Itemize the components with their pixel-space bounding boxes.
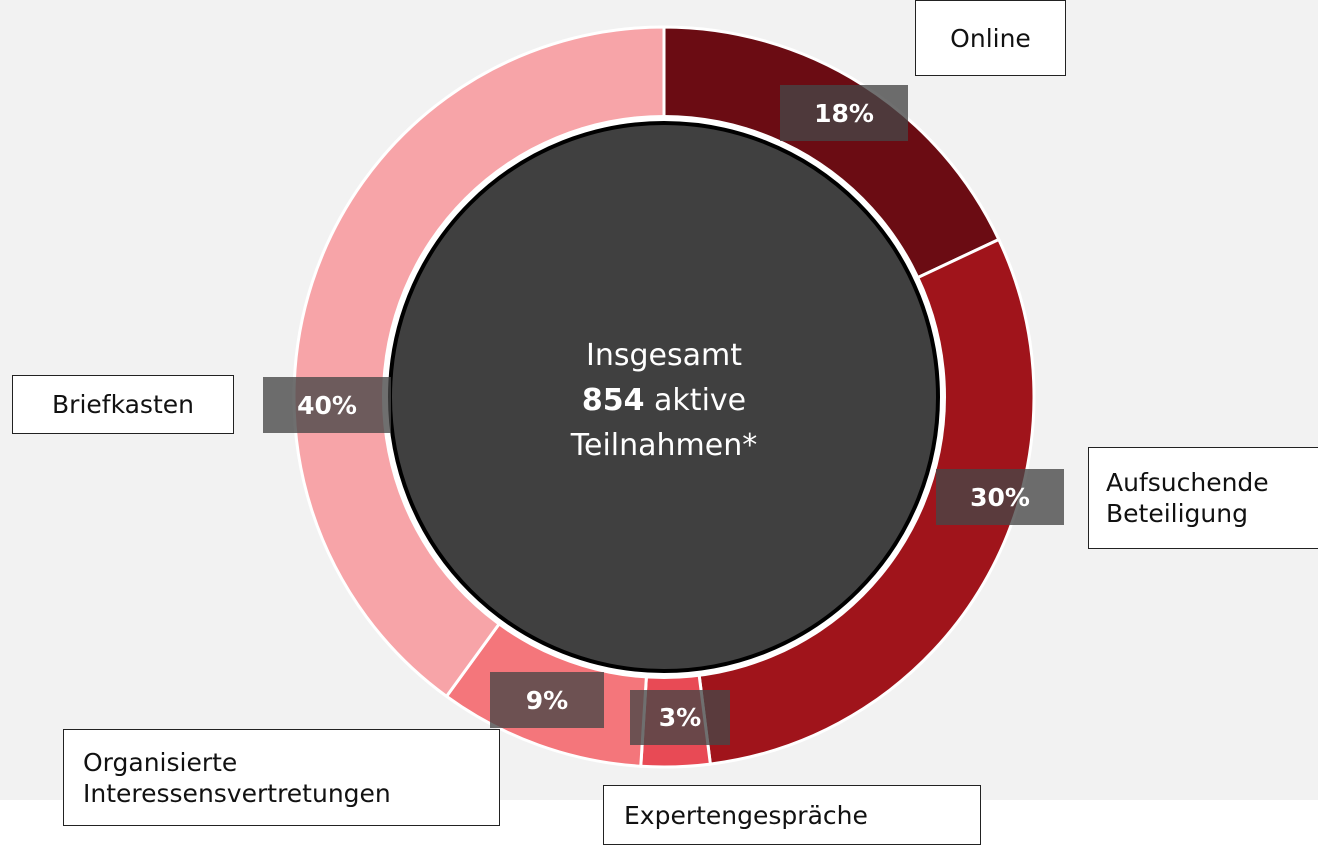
- value-label: 30%: [936, 469, 1064, 525]
- center-line2: 854 aktive: [582, 383, 746, 418]
- center-line3: Teilnahmen*: [570, 428, 757, 463]
- category-label: Online: [915, 0, 1066, 76]
- center-line1: Insgesamt: [586, 338, 742, 373]
- value-label: 18%: [780, 85, 908, 141]
- category-label: Aufsuchende Beteiligung: [1088, 447, 1318, 549]
- center-total: 854: [582, 383, 645, 418]
- value-label: 3%: [630, 690, 730, 745]
- category-label: Organisierte Interessensvertretungen: [63, 729, 500, 826]
- value-label: 9%: [490, 672, 604, 728]
- category-label: Briefkasten: [12, 375, 234, 434]
- value-label: 40%: [263, 377, 391, 433]
- category-label: Expertengespräche: [603, 785, 981, 845]
- center-line2-text: aktive: [654, 383, 746, 418]
